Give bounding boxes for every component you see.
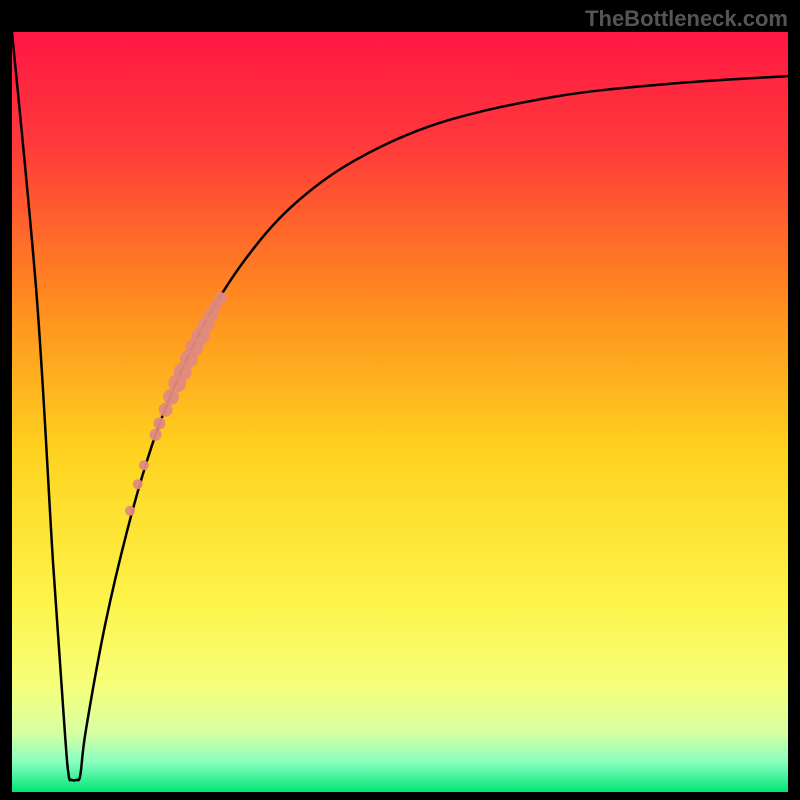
chart-root: TheBottleneck.com [0, 0, 800, 800]
highlight-dot [153, 417, 165, 429]
frame-left [0, 32, 12, 800]
frame-bottom [0, 792, 800, 800]
highlight-dot [159, 403, 173, 417]
highlight-dot [215, 292, 227, 304]
highlight-dot [150, 429, 162, 441]
frame-right [788, 32, 800, 800]
chart-svg [0, 0, 800, 800]
highlight-dot [139, 460, 149, 470]
plot-background [12, 32, 788, 792]
highlight-dot [133, 479, 143, 489]
highlight-dot [125, 506, 135, 516]
watermark-text: TheBottleneck.com [585, 6, 788, 32]
